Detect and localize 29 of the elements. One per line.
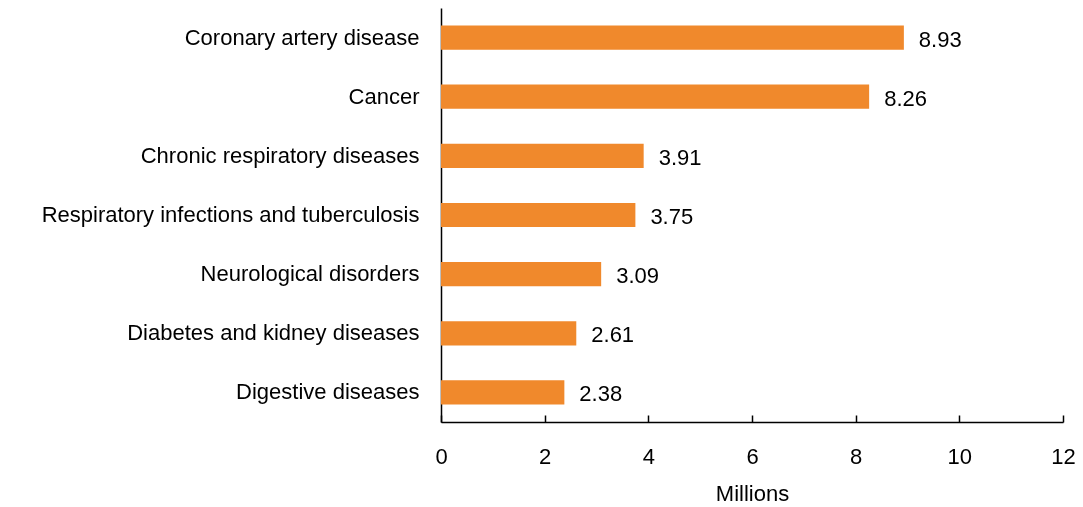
y-tick-label: Cancer [348, 83, 420, 109]
data-label: 2.61 [591, 322, 635, 348]
x-tick-label: 0 [435, 443, 448, 469]
x-tick-label: 12 [1051, 443, 1076, 469]
x-tick-label: 6 [746, 443, 759, 469]
data-label: 3.75 [650, 204, 694, 229]
bar [441, 380, 565, 405]
bar [441, 202, 636, 228]
data-label: 3.91 [658, 144, 702, 170]
data-label: 8.93 [918, 26, 962, 52]
x-tick-label: 2 [539, 443, 552, 469]
x-tick-label: 4 [642, 443, 655, 469]
bar [441, 143, 644, 168]
y-tick-label: Neurological disorders [200, 261, 420, 287]
y-tick-label: Diabetes and kidney diseases [127, 320, 420, 346]
y-tick-label: Respiratory infections and tuberculosis [41, 202, 420, 227]
x-axis-title: Millions [715, 480, 790, 506]
x-tick-label: 8 [850, 443, 863, 469]
bar [441, 321, 577, 346]
bar [441, 262, 602, 287]
data-label: 3.09 [616, 263, 659, 289]
y-tick-label: Chronic respiratory diseases [140, 142, 420, 168]
bar [441, 84, 870, 109]
data-label: 2.38 [579, 381, 623, 407]
y-tick-label: Digestive diseases [236, 379, 420, 405]
y-tick-label: Coronary artery disease [184, 24, 420, 50]
x-tick-label: 10 [947, 443, 973, 469]
data-label: 8.26 [884, 85, 927, 111]
bar [441, 25, 904, 50]
